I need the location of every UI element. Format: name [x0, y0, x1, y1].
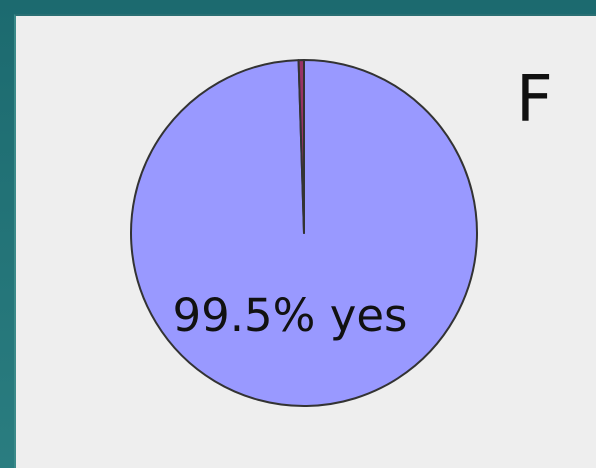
panel-label: F [516, 63, 553, 137]
slice-label-yes: 99.5% yes [172, 289, 407, 342]
pie-slice-slice-1 [297, 59, 305, 234]
pie-slices [130, 59, 478, 407]
